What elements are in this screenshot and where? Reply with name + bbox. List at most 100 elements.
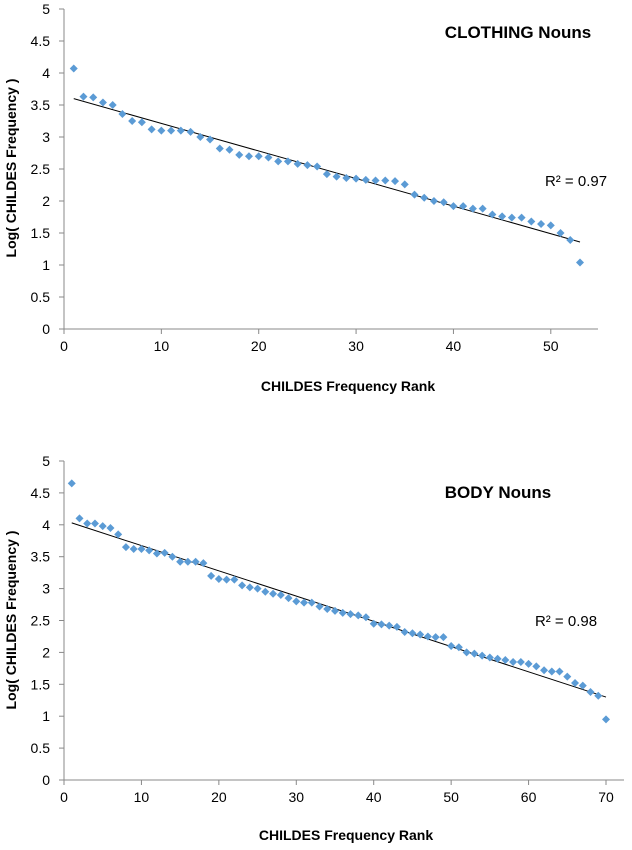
y-tick-label: 3.5 xyxy=(31,97,51,113)
data-point xyxy=(342,173,351,182)
data-point xyxy=(501,656,510,665)
data-point xyxy=(429,197,438,205)
data-point xyxy=(509,657,518,666)
data-point xyxy=(354,611,363,620)
data-point xyxy=(498,212,507,221)
x-tick-label: 10 xyxy=(134,789,150,805)
data-point xyxy=(230,575,239,584)
y-tick-label: 2.5 xyxy=(31,613,51,629)
data-point xyxy=(586,687,595,696)
data-point xyxy=(90,519,99,528)
data-point xyxy=(206,135,215,144)
data-point xyxy=(488,210,497,219)
data-point xyxy=(377,620,386,629)
data-point xyxy=(137,545,146,554)
data-point xyxy=(468,204,477,213)
data-point xyxy=(602,715,610,724)
data-point xyxy=(121,543,130,552)
data-point xyxy=(215,144,224,153)
data-point xyxy=(300,598,309,607)
data-point xyxy=(183,557,192,566)
data-point xyxy=(118,109,127,118)
y-axis-title: Log( CHILDES Frequency ) xyxy=(3,531,19,710)
data-point xyxy=(199,559,208,568)
data-point xyxy=(454,643,463,652)
data-point xyxy=(276,590,285,599)
y-tick-label: 0 xyxy=(42,772,50,788)
y-tick-label: 2.5 xyxy=(31,161,51,177)
data-point xyxy=(532,662,541,671)
y-tick-label: 1.5 xyxy=(31,676,51,692)
r-squared-label: R² = 0.97 xyxy=(545,173,607,190)
data-point xyxy=(176,126,185,135)
chart-title: BODY Nouns xyxy=(445,483,551,502)
data-point xyxy=(176,557,185,566)
data-point xyxy=(264,153,273,162)
data-point xyxy=(98,522,107,531)
data-point xyxy=(222,575,231,584)
data-point xyxy=(322,170,331,179)
data-point xyxy=(470,649,479,658)
data-point xyxy=(563,672,572,681)
data-point xyxy=(157,126,166,135)
data-point xyxy=(167,126,176,135)
data-point xyxy=(293,159,302,168)
data-point xyxy=(207,571,216,580)
data-point xyxy=(571,679,580,688)
x-tick-label: 40 xyxy=(446,338,462,354)
data-point xyxy=(447,642,456,651)
y-tick-label: 5 xyxy=(42,1,50,17)
data-point xyxy=(160,548,169,557)
x-tick-label: 60 xyxy=(521,789,537,805)
data-point xyxy=(274,157,283,166)
y-tick-label: 1 xyxy=(42,257,50,273)
data-point xyxy=(338,608,347,617)
y-tick-label: 0.5 xyxy=(31,740,51,756)
clothing-nouns-chart: CLOTHING Nouns R² = 0.97 CHILDES Frequen… xyxy=(3,1,607,394)
x-tick-label: 30 xyxy=(348,338,364,354)
data-point xyxy=(331,606,339,615)
data-point xyxy=(352,174,361,183)
data-point xyxy=(391,177,400,186)
data-point xyxy=(546,221,555,230)
data-point xyxy=(108,101,117,109)
data-point xyxy=(261,587,270,596)
x-axis-title: CHILDES Frequency Rank xyxy=(261,378,435,394)
data-point xyxy=(186,127,195,136)
x-tick-label: 30 xyxy=(288,789,304,805)
data-point xyxy=(576,258,584,267)
data-point xyxy=(555,667,564,676)
x-tick-label: 50 xyxy=(443,789,459,805)
data-point xyxy=(253,584,262,593)
y-tick-label: 3 xyxy=(42,581,50,597)
data-point xyxy=(128,117,137,125)
data-point xyxy=(381,176,390,185)
x-tick-label: 70 xyxy=(598,789,614,805)
data-point xyxy=(69,64,78,73)
data-point xyxy=(114,530,123,539)
data-point xyxy=(245,583,254,592)
data-point xyxy=(346,610,355,619)
y-tick-label: 1.5 xyxy=(31,225,51,241)
x-tick-label: 20 xyxy=(211,789,227,805)
x-tick-label: 10 xyxy=(154,338,170,354)
data-point xyxy=(283,157,292,166)
data-point xyxy=(254,152,263,161)
y-tick-label: 1 xyxy=(42,708,50,724)
data-point xyxy=(385,621,394,630)
y-tick-label: 2 xyxy=(42,193,50,209)
x-tick-label: 20 xyxy=(251,338,267,354)
data-point xyxy=(191,557,200,566)
data-point xyxy=(478,204,487,213)
data-point xyxy=(524,659,533,668)
y-tick-label: 3.5 xyxy=(31,549,51,565)
data-point xyxy=(323,605,332,614)
data-point xyxy=(369,619,378,628)
data-point xyxy=(292,597,301,606)
x-tick-label: 50 xyxy=(543,338,559,354)
data-point xyxy=(462,648,471,657)
data-point xyxy=(235,150,244,159)
data-point xyxy=(332,172,341,181)
data-point xyxy=(400,180,409,189)
